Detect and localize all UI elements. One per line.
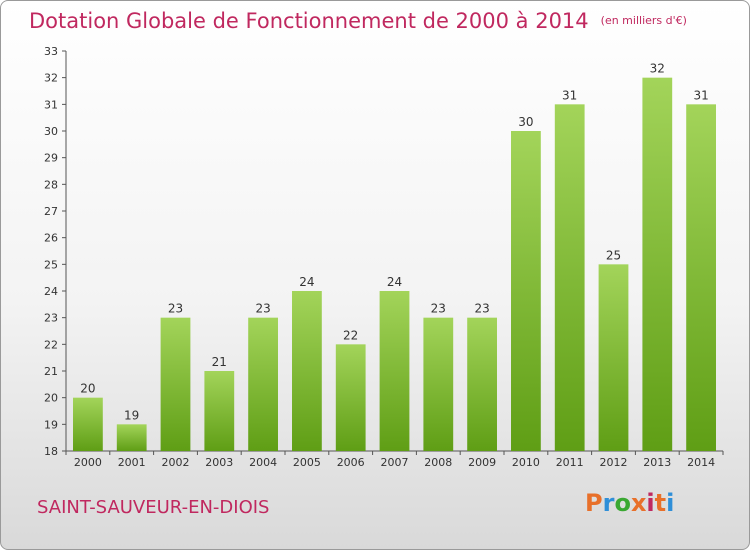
chart-axes: 18 19 20 21 22 23 24 25 26 27 28 29 30 31 32 33 2000 2001…	[44, 45, 724, 469]
bar-2011	[554, 104, 585, 451]
bar-value-label: 31	[562, 88, 577, 102]
y-tick-label: 31	[44, 98, 58, 111]
logo-letter: r	[602, 489, 615, 517]
y-tick-label: 25	[44, 258, 58, 271]
x-tick-label: 2008	[424, 456, 452, 469]
y-tick-label: 19	[44, 418, 58, 431]
x-tick-label: 2001	[118, 456, 146, 469]
x-tick-label: 2005	[293, 456, 321, 469]
x-tick-label: 2002	[162, 456, 190, 469]
y-tick-label: 22	[44, 338, 58, 351]
y-tick-label: 18	[44, 445, 58, 458]
y-tick-label: 33	[44, 45, 58, 58]
chart-title: Dotation Globale de Fonctionnement de 20…	[29, 9, 687, 33]
logo-letter: i	[646, 489, 655, 517]
x-tick-label: 2010	[512, 456, 540, 469]
bar-2010	[511, 131, 541, 451]
y-tick-label: 24	[44, 285, 58, 298]
bar-2002	[160, 317, 191, 451]
bar-value-label: 22	[343, 328, 358, 342]
bar-value-label: 23	[431, 302, 446, 316]
y-tick-label: 32	[44, 72, 58, 85]
bar-2008	[423, 317, 454, 451]
bar-value-label: 32	[650, 62, 665, 76]
logo-letter: i	[666, 489, 675, 517]
bar-value-label: 24	[387, 275, 402, 289]
bar-value-label: 23	[474, 302, 489, 316]
bar-value-label: 30	[518, 115, 533, 129]
chart-subtitle: (en milliers d'€)	[600, 14, 687, 27]
bar-value-label: 23	[255, 302, 270, 316]
y-tick-label: 20	[44, 392, 58, 405]
x-tick-label: 2012	[600, 456, 628, 469]
bar-2001	[116, 424, 147, 451]
bar-2007	[379, 291, 410, 451]
bar-2014	[686, 104, 716, 451]
chart-title-text: Dotation Globale de Fonctionnement de 20…	[29, 9, 589, 33]
y-tick-label: 29	[44, 152, 58, 165]
bar-2003	[204, 371, 235, 451]
y-tick-label: 30	[44, 125, 58, 138]
x-tick-label: 2013	[643, 456, 671, 469]
y-tick-label: 26	[44, 232, 58, 245]
commune-name: SAINT-SAUVEUR-EN-DIOIS	[37, 497, 270, 518]
bar-2004	[248, 317, 278, 451]
y-tick-label: 27	[44, 205, 58, 218]
y-tick-label: 28	[44, 178, 58, 191]
logo-letter: x	[630, 489, 647, 517]
bar-2006	[335, 344, 366, 451]
bar-2000	[73, 397, 103, 451]
logo-letter: P	[585, 489, 603, 517]
x-tick-label: 2006	[337, 456, 365, 469]
bar-2012	[598, 264, 629, 451]
bar-2009	[467, 317, 497, 451]
x-tick-label: 2003	[205, 456, 233, 469]
x-tick-label: 2014	[687, 456, 715, 469]
bar-2013	[642, 77, 673, 452]
bar-value-label: 19	[124, 408, 139, 422]
bar-value-label: 25	[606, 248, 621, 262]
x-tick-label: 2004	[249, 456, 277, 469]
chart-bars: 20 19 23 21 23 24 22 24 23 23 30 31 25 32 31	[73, 62, 716, 452]
x-tick-label: 2007	[381, 456, 409, 469]
proxiti-logo[interactable]: Proxiti	[585, 489, 674, 517]
bar-value-label: 21	[212, 355, 227, 369]
logo-letter: t	[654, 489, 667, 517]
x-tick-label: 2009	[468, 456, 496, 469]
x-tick-label: 2000	[74, 456, 102, 469]
x-tick-label: 2011	[556, 456, 584, 469]
bar-2005	[292, 291, 322, 451]
y-tick-label: 21	[44, 365, 58, 378]
bar-value-label: 24	[299, 275, 314, 289]
bar-value-label: 20	[80, 382, 95, 396]
bar-value-label: 31	[693, 88, 708, 102]
logo-letter: o	[614, 489, 631, 517]
y-tick-label: 23	[44, 312, 58, 325]
bar-value-label: 23	[168, 302, 183, 316]
